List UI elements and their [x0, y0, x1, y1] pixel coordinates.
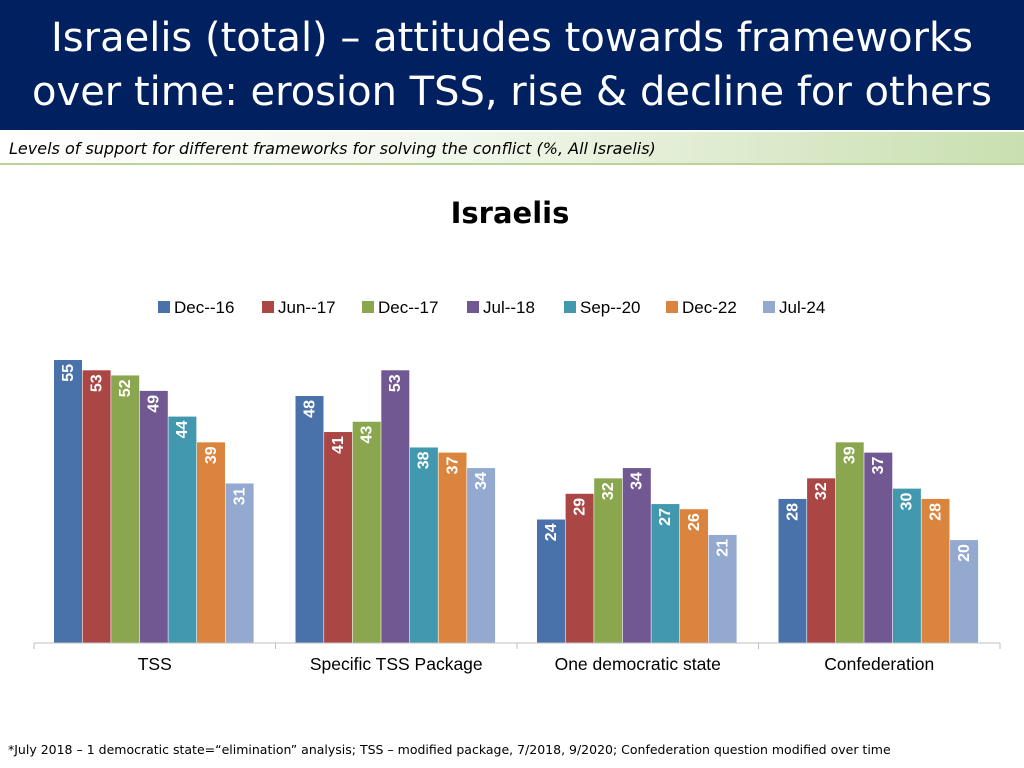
data-label: 26: [686, 513, 703, 531]
bar: [864, 452, 893, 643]
page-title-line-1: Israelis (total) – attitudes towards fra…: [51, 15, 973, 61]
bar: [295, 396, 324, 643]
legend-swatch: [564, 301, 576, 313]
data-label: 37: [444, 457, 461, 475]
legend-swatch: [763, 301, 775, 313]
legend-label: Jul--18: [483, 298, 535, 317]
bar: [651, 504, 680, 643]
bar: [537, 519, 565, 643]
bar: [381, 370, 410, 643]
data-label: 38: [416, 451, 433, 469]
data-label: 28: [927, 503, 944, 521]
bar: [892, 488, 921, 643]
subtitle-banner: Levels of support for different framewor…: [0, 132, 1024, 165]
chart-title: Israelis: [450, 196, 570, 230]
data-label: 34: [629, 472, 646, 490]
data-label: 28: [784, 503, 801, 521]
legend-label: Sep--20: [580, 298, 640, 317]
category-label: TSS: [138, 654, 172, 674]
category-label: Specific TSS Package: [310, 654, 483, 674]
bar: [680, 509, 708, 643]
subtitle-text: Levels of support for different framewor…: [9, 139, 656, 158]
bar: [807, 478, 836, 643]
data-label: 32: [813, 482, 830, 500]
bar: [565, 493, 594, 643]
bar: [409, 447, 438, 643]
bar: [594, 478, 623, 643]
data-label: 24: [543, 523, 560, 541]
bar: [139, 390, 168, 643]
bar: [622, 468, 651, 643]
data-label: 29: [571, 498, 588, 516]
bar: [54, 360, 82, 643]
data-label: 20: [956, 544, 973, 562]
data-label: 34: [473, 472, 490, 490]
bar: [225, 483, 254, 643]
legend-label: Jul-24: [779, 298, 825, 317]
data-label: 55: [60, 364, 77, 382]
legend-label: Dec-22: [682, 298, 737, 317]
bar: [168, 416, 197, 643]
legend-swatch: [666, 301, 678, 313]
bar: [950, 540, 979, 643]
data-label: 32: [600, 482, 617, 500]
data-label: 48: [301, 400, 318, 418]
data-label: 41: [330, 436, 347, 454]
data-label: 39: [842, 446, 859, 464]
data-label: 53: [387, 374, 404, 392]
data-label: 44: [174, 420, 191, 438]
bar: [324, 432, 353, 643]
data-label: 37: [870, 457, 887, 475]
legend-swatch: [262, 301, 274, 313]
legend-label: Dec--17: [378, 298, 438, 317]
bar: [82, 370, 111, 643]
legend-label: Jun--17: [278, 298, 336, 317]
bar: [111, 375, 140, 643]
data-label: 53: [88, 374, 105, 392]
data-label: 52: [117, 379, 134, 397]
data-label: 39: [203, 446, 220, 464]
data-label: 30: [899, 493, 916, 511]
bar: [835, 442, 864, 643]
page-title-line-2: over time: erosion TSS, rise & decline f…: [32, 69, 992, 115]
legend-swatch: [158, 301, 170, 313]
bar: [778, 498, 807, 643]
data-label: 21: [714, 539, 731, 557]
data-label: 31: [231, 487, 248, 505]
legend-label: Dec--16: [174, 298, 234, 317]
legend-swatch: [362, 301, 374, 313]
legend-swatch: [467, 301, 479, 313]
bar: [438, 452, 467, 643]
title-banner: Israelis (total) – attitudes towards fra…: [0, 0, 1024, 130]
data-label: 27: [657, 508, 674, 526]
category-label: One democratic state: [555, 654, 721, 674]
category-label: Confederation: [824, 654, 934, 674]
bar: [197, 442, 225, 643]
bar: [467, 468, 496, 643]
data-label: 43: [359, 426, 376, 444]
bar: [921, 498, 950, 643]
footnote: *July 2018 – 1 democratic state=“elimina…: [8, 742, 891, 757]
bar: [708, 534, 737, 643]
bar: [352, 421, 381, 643]
data-label: 49: [146, 395, 163, 413]
